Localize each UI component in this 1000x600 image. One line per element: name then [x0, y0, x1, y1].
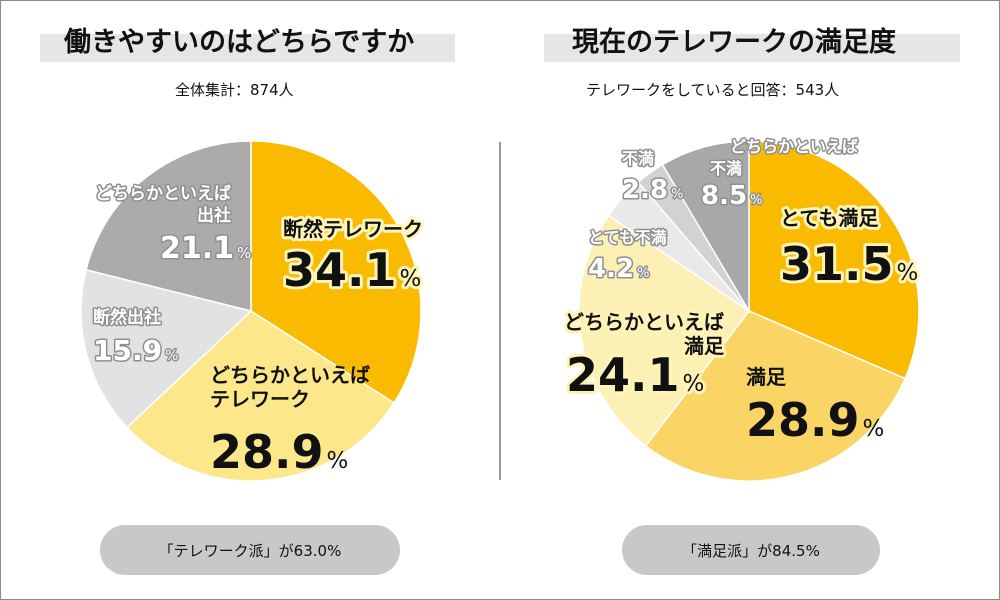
slice-value: 2.8%: [622, 175, 683, 205]
right-footer-pill: 「満足派」が84.5%: [622, 525, 880, 575]
slice-value-percent: %: [683, 371, 705, 397]
pie-slice: [126, 310, 395, 482]
slice-value: 24.1%: [566, 348, 704, 402]
slice-label-text: どちらかといえば: [95, 184, 231, 204]
left-title-band: [40, 34, 455, 62]
slice-value-percent: %: [237, 244, 251, 262]
slice-value-number: 15.9: [93, 334, 162, 367]
slice-label-text: テレワーク: [210, 387, 310, 411]
right-chart-subtitle: テレワークをしていると回答：543人: [586, 81, 840, 99]
slice-label-text: 満足: [746, 365, 787, 389]
slice-label: とても不満 4.2%: [587, 227, 669, 286]
pie-slice: [80, 268, 253, 429]
slice-label: 満足 28.9%: [746, 365, 884, 447]
left-chart-title: 働きやすいのはどちらですか: [64, 27, 415, 58]
slice-value-percent: %: [165, 348, 178, 364]
slice-value-percent: %: [400, 266, 422, 292]
slice-label-text: 断然テレワーク: [283, 217, 423, 241]
slice-value-percent: %: [750, 193, 762, 208]
slice-value: 28.9%: [746, 393, 884, 447]
slice-value-number: 28.9: [746, 393, 860, 447]
slice-value: 8.5%: [701, 181, 762, 211]
slice-value: 34.1%: [283, 243, 421, 297]
slice-label: 断然出社 15.9%: [92, 306, 180, 369]
slice-value-percent: %: [897, 260, 919, 286]
slice-value-number: 4.2: [588, 254, 634, 284]
slice-value: 28.9%: [210, 425, 348, 479]
right-title-band: [544, 34, 960, 62]
slice-label-text: 不満: [622, 149, 654, 168]
slice-value-percent: %: [327, 448, 349, 474]
slice-label-text: どちらかといえば: [730, 137, 858, 156]
slice-value-number: 28.9: [210, 425, 324, 479]
slice-label: とても満足 31.5%: [777, 203, 921, 294]
pie-slice: [578, 214, 751, 448]
slice-label-text: 満足: [684, 334, 725, 358]
slice-value: 4.2%: [588, 254, 649, 284]
slice-value-percent: %: [671, 187, 683, 202]
slice-label-text: 断然出社: [93, 307, 161, 328]
pie-slice: [661, 140, 750, 314]
slice-label-text: どちらかといえば: [210, 363, 370, 387]
slice-label-text: とても不満: [588, 228, 667, 247]
panel-divider: [499, 142, 501, 480]
slice-label: 不満 2.8%: [621, 148, 685, 207]
slice-value: 21.1%: [160, 231, 251, 266]
slice-value-number: 31.5: [780, 237, 894, 291]
pie-slice: [85, 140, 252, 312]
slice-value-number: 2.8: [622, 175, 668, 205]
slice-value-percent: %: [637, 266, 649, 281]
slice-label-text: どちらかといえば: [564, 310, 724, 334]
pie-slice: [644, 310, 907, 482]
slice-value: 15.9%: [93, 334, 178, 367]
slice-value-number: 24.1: [566, 348, 680, 402]
slice-label-text: とても満足: [780, 206, 879, 230]
slice-value-number: 21.1: [160, 231, 234, 266]
slice-label-text: 不満: [710, 159, 742, 178]
right-chart-title: 現在のテレワークの満足度: [572, 27, 896, 58]
left-footer-pill: 「テレワーク派」が63.0%: [100, 525, 400, 575]
slice-value-number: 8.5: [701, 181, 747, 211]
slice-value-percent: %: [863, 416, 885, 442]
slice-value: 31.5%: [780, 237, 918, 291]
slice-label-text: 出社: [197, 205, 231, 226]
left-chart-subtitle: 全体集計：874人: [175, 81, 294, 99]
pie-slice: [748, 140, 920, 380]
slice-value-number: 34.1: [283, 243, 397, 297]
